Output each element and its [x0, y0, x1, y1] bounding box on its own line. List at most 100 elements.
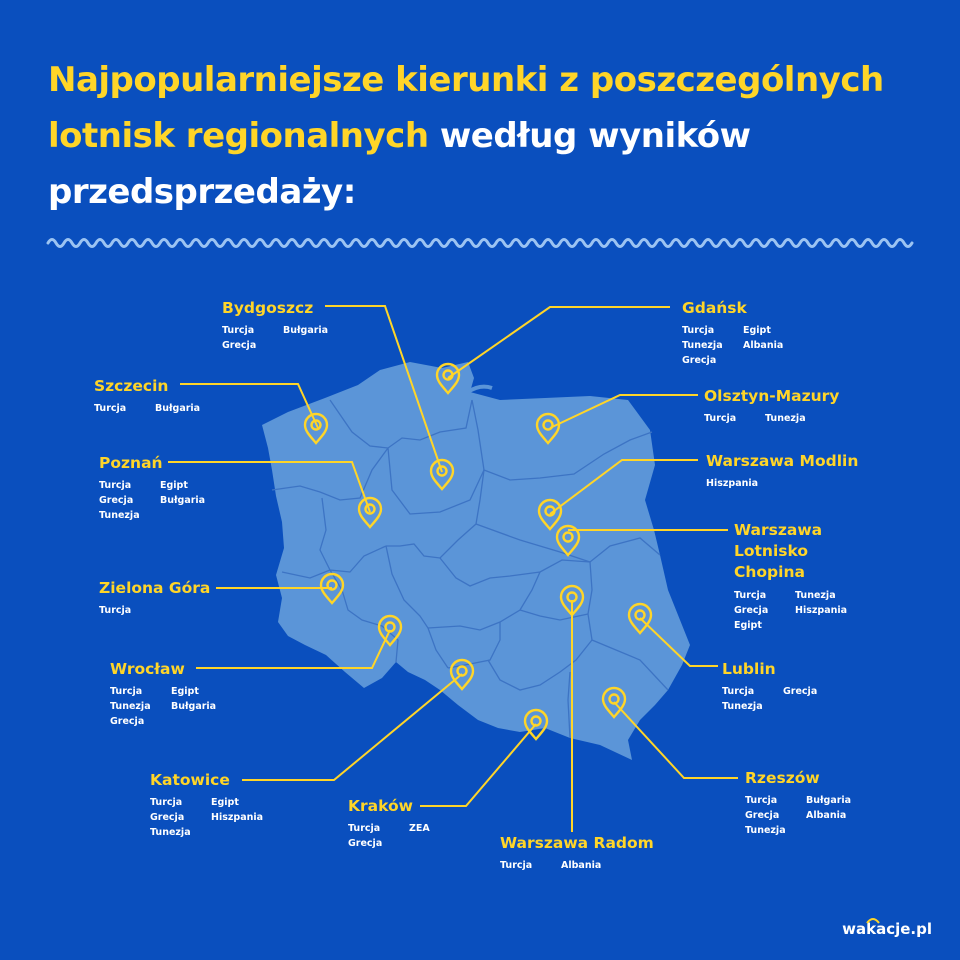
city-bydgoszcz: Bydgoszcz Turcja Bułgaria Grecja — [222, 298, 328, 353]
logo-text: wakacje.pl — [842, 920, 932, 938]
title-highlight: Najpopularniejsze kierunki z poszczególn… — [48, 60, 884, 156]
city-name: Rzeszów — [745, 769, 820, 787]
destination: Tunezja — [745, 825, 786, 836]
map-pin-icon — [435, 362, 461, 395]
city-name: Szczecin — [94, 377, 169, 395]
destination: Turcja — [734, 590, 767, 601]
city-zielonagora: Zielona Góra Turcja — [99, 578, 210, 618]
destination: Hiszpania — [706, 478, 759, 489]
destination: Tunezja — [150, 827, 191, 838]
city-name: Warszawa Radom — [500, 834, 654, 852]
destination-list: Turcja Tunezja — [704, 411, 839, 426]
city-rzeszow: Rzeszów Turcja Bułgaria Grecja Albania Tunezj… — [745, 768, 851, 838]
city-gdansk: Gdańsk Turcja Egipt Tunezja Albania Grecja — [682, 298, 783, 368]
destination: Tunezja — [765, 413, 806, 424]
city-poznan: Poznań Turcja Egipt Grecja Bułgaria Tunezja — [99, 453, 205, 523]
city-name: Warszawa Modlin — [706, 452, 859, 470]
city-name: Bydgoszcz — [222, 299, 314, 317]
city-name: Gdańsk — [682, 299, 747, 317]
city-wroclaw: Wrocław Turcja Egipt Tunezja Bułgaria Grecja — [110, 659, 216, 729]
destination: Turcja — [99, 605, 132, 616]
city-name: Poznań — [99, 454, 163, 472]
city-olsztyn: Olsztyn-Mazury Turcja Tunezja — [704, 386, 839, 426]
map-pin-icon — [555, 524, 581, 557]
map-pin-icon — [377, 614, 403, 647]
location-pins — [303, 362, 653, 741]
destination-list: Hiszpania — [706, 476, 858, 491]
city-lublin: Lublin Turcja Grecja Tunezja — [722, 659, 817, 714]
destination: Tunezja — [722, 701, 763, 712]
destination: Grecja — [150, 812, 185, 823]
city-krakow: Kraków Turcja ZEA Grecja — [348, 796, 430, 851]
destination: Turcja — [722, 686, 755, 697]
map-pin-icon — [449, 658, 475, 691]
destination: Grecja — [783, 686, 818, 697]
map-pin-icon — [357, 496, 383, 529]
destination: Grecja — [682, 355, 717, 366]
page-title: Najpopularniejsze kierunki z poszczególn… — [48, 52, 928, 220]
map-pin-icon — [537, 498, 563, 531]
destination: Bułgaria — [155, 403, 201, 414]
city-name: Kraków — [348, 797, 413, 815]
map-pin-icon — [303, 412, 329, 445]
destination: Turcja — [150, 797, 183, 808]
map-pin-icon — [559, 584, 585, 617]
destination: Tunezja — [682, 340, 723, 351]
map-pin-icon — [627, 602, 653, 635]
destination: Turcja — [682, 325, 715, 336]
map-pin-icon — [429, 458, 455, 491]
destination: Turcja — [94, 403, 127, 414]
destination-list: Turcja Bułgaria Grecja Albania Tunezja — [745, 793, 851, 838]
destination: Grecja — [222, 340, 257, 351]
destination: Grecja — [734, 605, 769, 616]
poland-map — [262, 362, 690, 760]
logo-arc-icon — [866, 918, 880, 924]
destination: Egipt — [734, 620, 762, 631]
destination: Grecja — [110, 716, 145, 727]
destination-list: Turcja — [99, 603, 210, 618]
destination: Hiszpania — [795, 605, 848, 616]
destination-list: Turcja ZEA Grecja — [348, 821, 430, 851]
destination: Grecja — [99, 495, 134, 506]
destination: Egipt — [743, 325, 771, 336]
city-katowice: Katowice Turcja Egipt Grecja Hiszpania Tunezj… — [150, 770, 263, 840]
destination: Turcja — [110, 686, 143, 697]
destination-list: Turcja Albania — [500, 858, 654, 873]
connector-lines — [168, 305, 738, 832]
destination-list: Turcja Egipt Grecja Bułgaria Tunezja — [99, 478, 205, 523]
destination-list: Turcja Tunezja Grecja Hiszpania Egipt — [734, 588, 884, 633]
destination: ZEA — [409, 823, 430, 834]
destination: Turcja — [348, 823, 381, 834]
destination: Hiszpania — [211, 812, 264, 823]
destination: Egipt — [211, 797, 239, 808]
destination-list: Turcja Egipt Tunezja Albania Grecja — [682, 323, 783, 368]
destination: Turcja — [704, 413, 737, 424]
map-pin-icon — [535, 412, 561, 445]
destination: Bułgaria — [806, 795, 852, 806]
destination: Albania — [561, 860, 602, 871]
wave-divider — [46, 238, 914, 248]
destination: Grecja — [745, 810, 780, 821]
destination-list: Turcja Egipt Grecja Hiszpania Tunezja — [150, 795, 263, 840]
title-rest: według wyników przedsprzedaży: — [48, 116, 751, 212]
destination-list: Turcja Egipt Tunezja Bułgaria Grecja — [110, 684, 216, 729]
city-radom: Warszawa Radom Turcja Albania — [500, 833, 654, 873]
destination: Tunezja — [110, 701, 151, 712]
destination: Turcja — [745, 795, 778, 806]
destination: Bułgaria — [160, 495, 206, 506]
destination: Albania — [806, 810, 847, 821]
city-name: Katowice — [150, 771, 230, 789]
city-name: Warszawa Lotnisko Chopina — [734, 521, 823, 581]
destination: Turcja — [500, 860, 533, 871]
destination: Egipt — [160, 480, 188, 491]
city-chopin: Warszawa Lotnisko Chopina Turcja Tunezja Gr… — [734, 520, 884, 633]
city-name: Olsztyn-Mazury — [704, 387, 840, 405]
destination: Tunezja — [795, 590, 836, 601]
destination-list: Turcja Bułgaria Grecja — [222, 323, 328, 353]
destination: Egipt — [171, 686, 199, 697]
destination: Albania — [743, 340, 784, 351]
city-szczecin: Szczecin Turcja Bułgaria — [94, 376, 200, 416]
destination-list: Turcja Bułgaria — [94, 401, 200, 416]
